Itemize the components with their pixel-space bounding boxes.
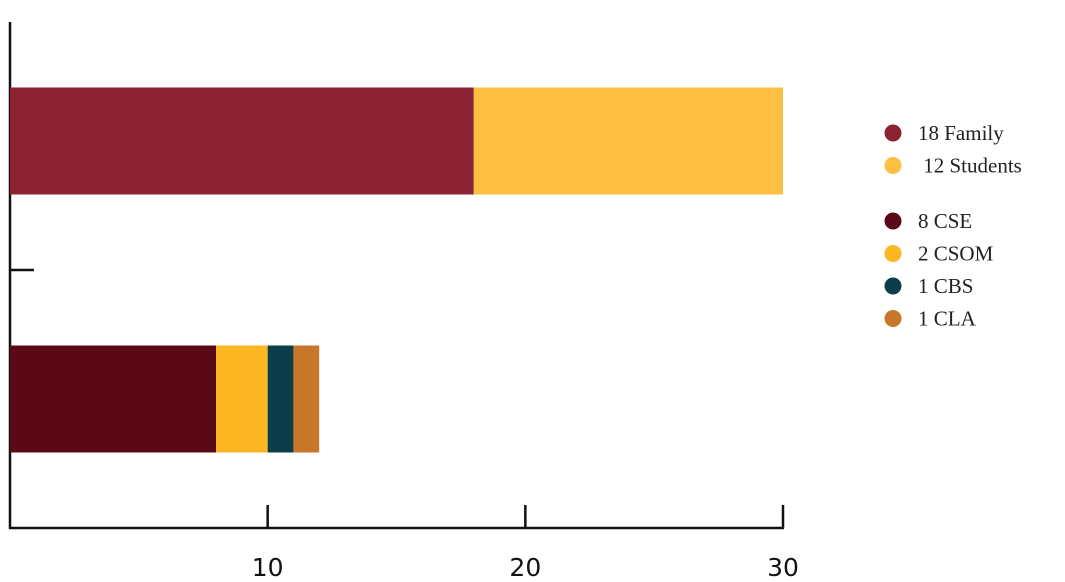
bar-segment	[216, 345, 268, 453]
legend-marker	[884, 212, 902, 230]
x-tick-label: 10	[252, 553, 284, 582]
bar-segment	[473, 87, 783, 195]
x-tick-label: 20	[509, 553, 541, 582]
x-tick-label: 30	[767, 553, 799, 582]
legend-marker	[884, 157, 902, 174]
legend-label: 1 CBS	[918, 274, 973, 298]
legend-label: 8 CSE	[918, 209, 972, 233]
bar-segment	[10, 345, 217, 453]
legend-label: 2 CSOM	[918, 242, 994, 266]
legend-label: 18 Family	[918, 121, 1004, 145]
bar-segment	[293, 345, 320, 453]
legend-marker	[884, 277, 902, 295]
legend-marker	[884, 124, 902, 142]
legend-label: 1 CLA	[918, 307, 977, 331]
legend-label: 12 Students	[918, 154, 1022, 178]
legend-marker	[884, 310, 902, 327]
bar-segment	[10, 87, 474, 195]
bar-segment	[267, 345, 294, 453]
legend-marker	[884, 245, 902, 262]
